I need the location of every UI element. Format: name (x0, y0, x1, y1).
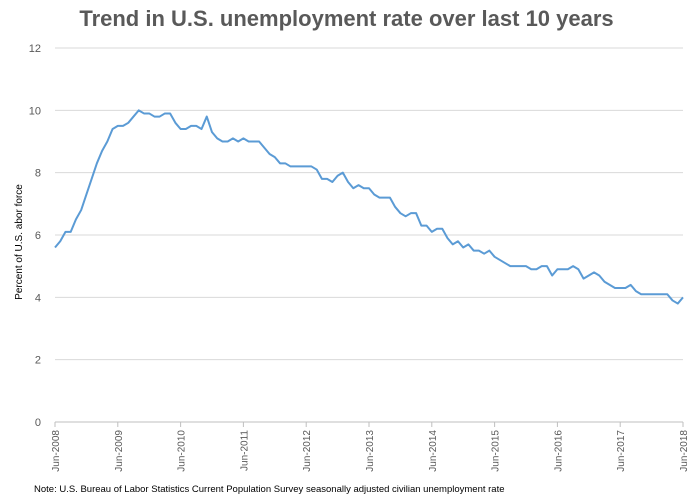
y-tick-label: 4 (35, 292, 41, 304)
axes (54, 421, 684, 427)
series-group (54, 109, 684, 305)
y-tick-label: 2 (35, 355, 41, 367)
source-note: Note: U.S. Bureau of Labor Statistics Cu… (34, 484, 505, 495)
x-tick-label: Jun-2016 (553, 430, 564, 472)
x-tick-label: Jun-2013 (365, 430, 376, 472)
y-tick-label: 8 (35, 168, 41, 180)
tick-labels: 0 2 4 6 8 10 12 Jun-2008 Jun-2009 Jun-2010 Jun-201… (29, 43, 690, 472)
y-tick-label: 0 (35, 417, 41, 429)
x-tick-label: Jun-2011 (239, 430, 250, 471)
y-tick-label: 12 (29, 43, 41, 55)
x-tick-label: Jun-2017 (616, 430, 627, 472)
y-tick-label: 6 (35, 230, 41, 242)
x-tick-label: Jun-2014 (428, 430, 439, 472)
x-tick-label: Jun-2009 (114, 430, 125, 472)
chart-title: Trend in U.S. unemployment rate over las… (79, 6, 614, 31)
y-axis-label: Percent of U.S. abor force (14, 184, 25, 300)
y-tick-label: 10 (29, 105, 41, 117)
x-tick-label: Jun-2015 (491, 430, 502, 472)
series-line (54, 109, 684, 305)
x-tick-label: Jun-2010 (177, 430, 188, 472)
gridlines (55, 47, 683, 361)
x-tick-label: Jun-2012 (302, 430, 313, 472)
x-tick-label: Jun-2018 (679, 430, 690, 472)
x-tick-label: Jun-2008 (51, 430, 62, 472)
